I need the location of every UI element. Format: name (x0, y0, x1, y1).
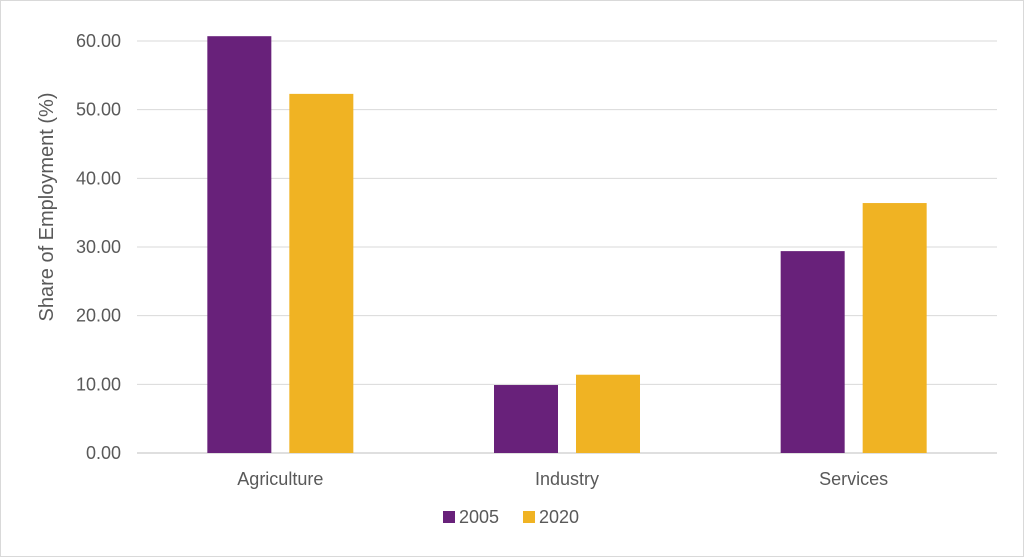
y-tick-label: 0.00 (86, 443, 121, 463)
y-tick-label: 20.00 (76, 306, 121, 326)
legend-label: 2020 (539, 507, 579, 527)
bar-agriculture-2020 (289, 93, 354, 453)
bar-industry-2020 (576, 374, 640, 453)
y-tick-label: 10.00 (76, 374, 121, 394)
x-tick-label: Industry (535, 469, 599, 489)
x-axis-ticks: Agriculture Industry Services (237, 469, 888, 489)
bar-services-2005 (780, 251, 845, 453)
x-tick-label: Services (819, 469, 888, 489)
y-tick-label: 60.00 (76, 31, 121, 51)
bar-services-2020 (862, 203, 927, 453)
gridlines (137, 40, 997, 454)
bar-industry-2005 (494, 385, 558, 453)
bars (207, 36, 927, 454)
x-tick-label: Agriculture (237, 469, 323, 489)
legend: 2005 2020 (443, 507, 579, 527)
y-axis-label: Share of Employment (%) (36, 93, 58, 322)
y-tick-label: 30.00 (76, 237, 121, 257)
bar-agriculture-2005 (207, 36, 272, 454)
legend-label: 2005 (459, 507, 499, 527)
y-tick-label: 40.00 (76, 168, 121, 188)
y-axis-ticks: 0.00 10.00 20.00 30.00 40.00 50.00 60.00 (76, 31, 121, 463)
legend-swatch-2020 (523, 511, 535, 523)
y-tick-label: 50.00 (76, 100, 121, 120)
legend-swatch-2005 (443, 511, 455, 523)
